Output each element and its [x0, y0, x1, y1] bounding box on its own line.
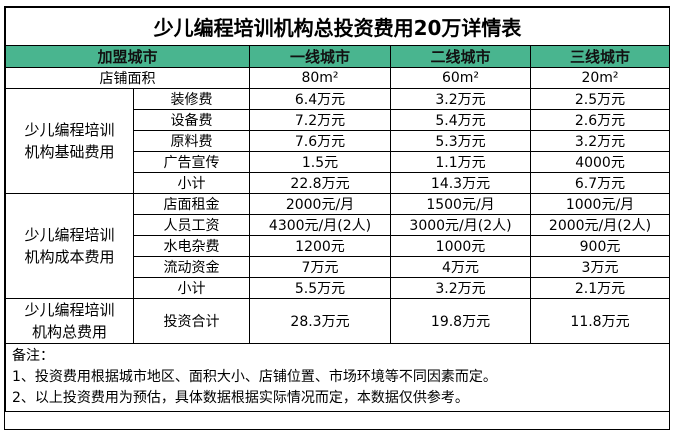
total-tier1: 28.3万元 [249, 298, 391, 344]
table-row: 流动资金 7万元 4万元 3万元 [6, 256, 671, 278]
value-tier2: 5.4万元 [390, 109, 531, 131]
value-tier2: 3000元/月(2人) [390, 214, 531, 236]
subtotal-tier1: 22.8万元 [249, 172, 391, 194]
item-label: 原料费 [133, 130, 250, 152]
item-label: 店面租金 [133, 193, 250, 215]
notes-cell: 备注： 1、投资费用根据城市地区、面积大小、店铺位置、市场环境等不同因素而定。 … [4, 343, 671, 412]
investment-table: 少儿编程培训机构总投资费用20万详情表 加盟城市 一线城市 二线城市 三线城市 … [4, 7, 671, 412]
value-tier2: 5.3万元 [390, 130, 531, 152]
table-title: 少儿编程培训机构总投资费用20万详情表 [4, 7, 671, 46]
basic-group-label: 少儿编程培训 机构基础费用 [5, 88, 134, 194]
header-tier2: 二线城市 [390, 45, 531, 68]
investment-table-sheet: 少儿编程培训机构总投资费用20万详情表 加盟城市 一线城市 二线城市 三线城市 … [4, 6, 671, 430]
value-tier1: 7.2万元 [249, 109, 391, 131]
value-tier1: 6.4万元 [249, 88, 391, 110]
item-label: 广告宣传 [133, 151, 250, 173]
value-tier1: 1200元 [249, 235, 391, 257]
value-tier2: 3.2万元 [390, 88, 531, 110]
notes-row: 备注： 1、投资费用根据城市地区、面积大小、店铺位置、市场环境等不同因素而定。 … [4, 343, 671, 412]
value-tier3: 2000元/月(2人) [529, 214, 671, 236]
value-tier1: 7.6万元 [249, 130, 391, 152]
value-tier3: 3.2万元 [529, 130, 671, 152]
value-tier1: 7万元 [249, 256, 391, 278]
table-row: 广告宣传 1.5元 1.1万元 4000元 [6, 151, 671, 173]
area-tier1: 80m² [249, 67, 391, 89]
item-label: 流动资金 [133, 256, 250, 278]
area-tier2: 60m² [390, 67, 531, 89]
item-label: 水电杂费 [133, 235, 250, 257]
area-label: 店铺面积 [5, 67, 250, 89]
notes-heading: 备注： [12, 348, 54, 364]
basic-group-label-line2: 机构基础费用 [24, 143, 115, 161]
subtotal-tier2: 3.2万元 [390, 277, 531, 299]
table-row: 少儿编程培训 机构成本费用 店面租金 2000元/月 1500元/月 1000元… [5, 193, 671, 299]
value-tier3: 2.6万元 [529, 109, 671, 131]
value-tier3: 3万元 [529, 256, 671, 278]
area-tier3: 20m² [529, 67, 671, 89]
value-tier1: 4300元/月(2人) [249, 214, 391, 236]
cost-group-label: 少儿编程培训 机构成本费用 [5, 193, 134, 299]
total-row: 少儿编程培训 机构总费用 投资合计 28.3万元 19.8万元 11.8万元 [5, 298, 671, 344]
value-tier1: 1.5元 [249, 151, 391, 173]
value-tier2: 1.1万元 [390, 151, 531, 173]
header-row: 加盟城市 一线城市 二线城市 三线城市 [5, 45, 671, 68]
subtotal-tier3: 6.7万元 [529, 172, 671, 194]
subtotal-tier1: 5.5万元 [249, 277, 391, 299]
total-group-label-line2: 机构总费用 [31, 323, 107, 341]
total-group-label-line1: 少儿编程培训 [24, 301, 115, 319]
table-row: 少儿编程培训 机构基础费用 装修费 6.4万元 3.2万元 2.5万元 [5, 88, 671, 194]
total-tier2: 19.8万元 [390, 298, 531, 344]
item-label: 设备费 [133, 109, 250, 131]
notes-line-2: 2、以上投资费用为预估，具体数据根据实际情况而定，本数据仅供参考。 [12, 390, 469, 406]
item-label: 装修费 [133, 88, 250, 110]
header-tier3: 三线城市 [529, 45, 671, 68]
subtotal-tier2: 14.3万元 [390, 172, 531, 194]
subtotal-tier3: 2.1万元 [529, 277, 671, 299]
basic-group-label-line1: 少儿编程培训 [24, 121, 115, 139]
value-tier3: 1000元/月 [529, 193, 671, 215]
cost-group-label-line2: 机构成本费用 [24, 248, 115, 266]
notes-line-1: 1、投资费用根据城市地区、面积大小、店铺位置、市场环境等不同因素而定。 [12, 369, 497, 385]
value-tier2: 1500元/月 [390, 193, 531, 215]
area-row: 店铺面积 80m² 60m² 20m² [5, 67, 671, 89]
table-row: 人员工资 4300元/月(2人) 3000元/月(2人) 2000元/月(2人) [6, 214, 671, 236]
subtotal-label: 小计 [133, 172, 250, 194]
table-row: 小计 22.8万元 14.3万元 6.7万元 [6, 172, 671, 194]
table-row: 水电杂费 1200元 1000元 900元 [6, 235, 671, 257]
value-tier2: 1000元 [390, 235, 531, 257]
value-tier3: 4000元 [529, 151, 671, 173]
total-label: 投资合计 [133, 298, 250, 344]
total-group-label: 少儿编程培训 机构总费用 [5, 298, 134, 344]
total-tier3: 11.8万元 [529, 298, 671, 344]
value-tier3: 900元 [529, 235, 671, 257]
value-tier3: 2.5万元 [529, 88, 671, 110]
value-tier2: 4万元 [390, 256, 531, 278]
cost-group-label-line1: 少儿编程培训 [24, 226, 115, 244]
header-city: 加盟城市 [5, 45, 250, 68]
header-tier1: 一线城市 [249, 45, 391, 68]
item-label: 人员工资 [133, 214, 250, 236]
subtotal-label: 小计 [133, 277, 250, 299]
value-tier1: 2000元/月 [249, 193, 391, 215]
